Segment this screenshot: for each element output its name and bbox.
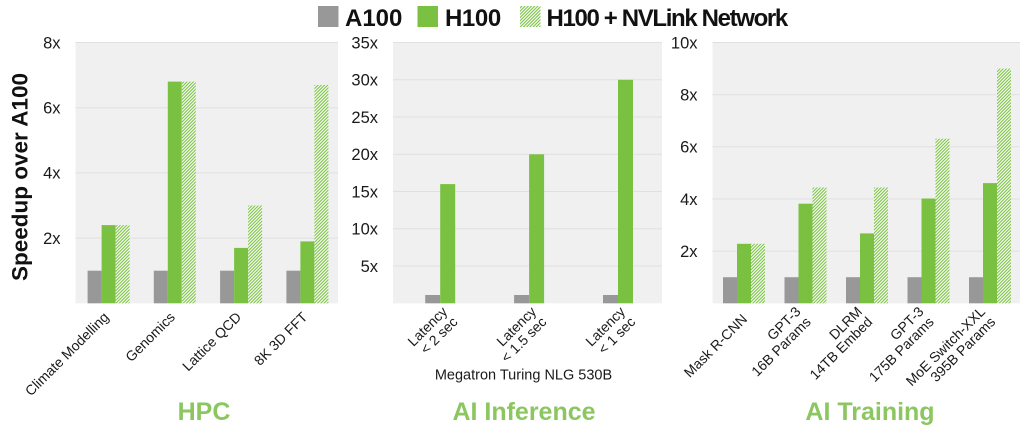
svg-text:5x: 5x — [361, 258, 379, 276]
svg-text:8x: 8x — [680, 87, 698, 105]
svg-text:Speedup over A100: Speedup over A100 — [8, 73, 33, 281]
svg-text:4x: 4x — [43, 165, 61, 183]
svg-text:10x: 10x — [671, 34, 698, 52]
svg-text:A100: A100 — [345, 5, 402, 32]
svg-text:Latency< 2 sec: Latency< 2 sec — [404, 303, 460, 359]
svg-text:Mask R-CNN: Mask R-CNN — [681, 311, 751, 381]
svg-text:2x: 2x — [43, 230, 61, 248]
svg-text:6x: 6x — [680, 139, 698, 157]
svg-text:Lattice QCD: Lattice QCD — [179, 309, 244, 374]
svg-text:Latency< 1 sec: Latency< 1 sec — [582, 303, 638, 359]
svg-text:Climate Modelling: Climate Modelling — [22, 309, 112, 399]
svg-text:AI Training: AI Training — [805, 398, 934, 426]
svg-text:8K 3D FFT: 8K 3D FFT — [251, 309, 311, 369]
svg-text:HPC: HPC — [178, 398, 231, 426]
svg-text:30x: 30x — [351, 72, 378, 90]
svg-text:H100: H100 — [445, 5, 501, 32]
svg-text:8x: 8x — [43, 34, 61, 52]
svg-text:Latency< 1.5 sec: Latency< 1.5 sec — [487, 303, 549, 365]
svg-text:25x: 25x — [351, 109, 378, 127]
svg-text:2x: 2x — [680, 243, 698, 261]
svg-text:35x: 35x — [351, 34, 378, 52]
svg-text:6x: 6x — [43, 100, 61, 118]
svg-text:H100 + NVLink Network: H100 + NVLink Network — [547, 5, 789, 32]
svg-text:4x: 4x — [680, 191, 698, 209]
svg-text:15x: 15x — [351, 183, 378, 201]
svg-text:20x: 20x — [351, 146, 378, 164]
svg-text:AI Inference: AI Inference — [452, 398, 595, 426]
svg-text:Megatron Turing NLG 530B: Megatron Turing NLG 530B — [435, 368, 612, 384]
svg-text:10x: 10x — [351, 221, 378, 239]
svg-text:Genomics: Genomics — [122, 309, 178, 365]
svg-text:DLRM14TB Embed: DLRM14TB Embed — [796, 303, 875, 382]
svg-text:GPT-316B Params: GPT-316B Params — [738, 303, 814, 379]
